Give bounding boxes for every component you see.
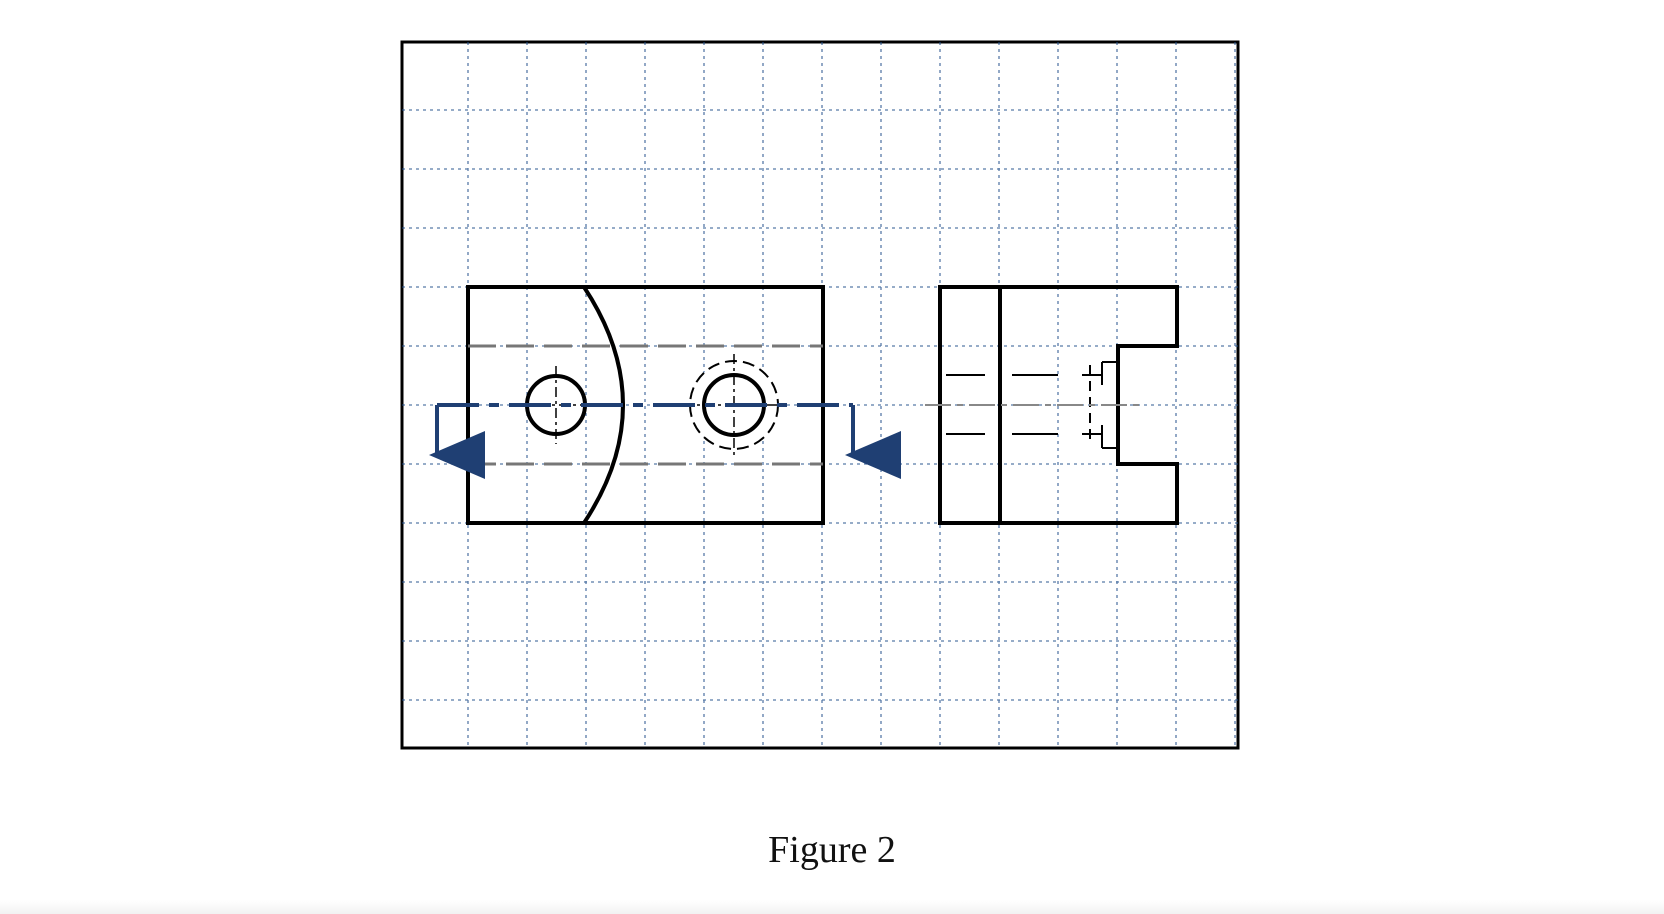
side-view-outline	[938, 285, 1179, 525]
side-view	[925, 285, 1179, 525]
page-bottom-edge	[0, 900, 1664, 914]
front-view	[429, 285, 901, 525]
figure-caption: Figure 2	[768, 829, 896, 871]
